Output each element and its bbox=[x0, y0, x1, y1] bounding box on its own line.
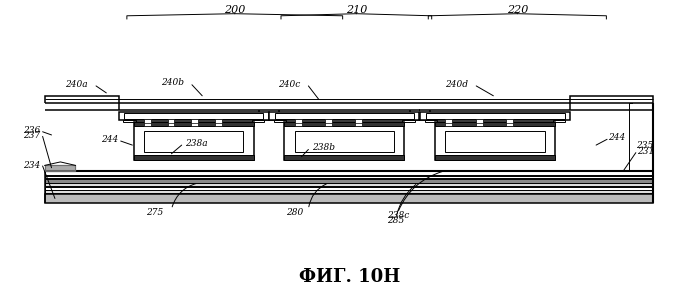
Polygon shape bbox=[45, 165, 75, 170]
Text: 238a: 238a bbox=[185, 139, 208, 148]
Bar bbox=[45, 179, 653, 183]
Text: 220: 220 bbox=[507, 5, 528, 15]
Bar bbox=[45, 190, 653, 193]
Bar bbox=[252, 120, 264, 122]
Bar bbox=[445, 131, 545, 152]
Bar bbox=[506, 122, 513, 126]
Text: 240a: 240a bbox=[65, 80, 88, 89]
Text: 244: 244 bbox=[608, 133, 626, 142]
Bar bbox=[420, 112, 570, 120]
Bar bbox=[45, 184, 653, 186]
Bar bbox=[435, 122, 555, 126]
Bar bbox=[355, 119, 362, 123]
Bar bbox=[435, 155, 555, 160]
Bar bbox=[144, 122, 151, 126]
Text: 200: 200 bbox=[224, 5, 245, 15]
Text: 238b: 238b bbox=[312, 143, 335, 152]
Bar bbox=[476, 119, 482, 123]
Text: 236: 236 bbox=[22, 126, 40, 135]
Text: 210: 210 bbox=[346, 5, 367, 15]
Bar bbox=[506, 119, 513, 123]
Text: 280: 280 bbox=[286, 208, 303, 217]
Bar bbox=[192, 122, 198, 126]
Bar bbox=[425, 120, 437, 122]
Bar bbox=[355, 122, 362, 126]
Bar bbox=[325, 119, 332, 123]
Bar bbox=[476, 122, 482, 126]
Bar bbox=[295, 119, 301, 123]
Text: 244: 244 bbox=[101, 135, 119, 144]
Bar bbox=[295, 131, 394, 152]
Text: ФИГ. 10Н: ФИГ. 10Н bbox=[299, 268, 400, 286]
Bar bbox=[275, 113, 414, 119]
Text: 285: 285 bbox=[387, 216, 405, 225]
Bar bbox=[144, 119, 151, 123]
Text: 237: 237 bbox=[22, 131, 40, 140]
Text: 234: 234 bbox=[22, 161, 40, 170]
Bar bbox=[45, 187, 653, 190]
Bar bbox=[215, 122, 222, 126]
Text: 240b: 240b bbox=[161, 78, 184, 87]
Text: 240c: 240c bbox=[278, 80, 300, 89]
Bar bbox=[284, 122, 404, 126]
Bar bbox=[134, 155, 254, 160]
Text: 238c: 238c bbox=[387, 211, 410, 220]
Bar bbox=[269, 112, 419, 120]
Bar bbox=[325, 122, 332, 126]
Bar bbox=[168, 119, 175, 123]
Bar bbox=[553, 120, 565, 122]
Bar bbox=[274, 120, 287, 122]
Text: 231: 231 bbox=[637, 147, 654, 156]
Bar bbox=[124, 113, 264, 119]
Bar bbox=[134, 122, 254, 126]
Bar bbox=[445, 122, 452, 126]
Bar bbox=[426, 113, 565, 119]
Text: 275: 275 bbox=[145, 208, 163, 217]
Bar bbox=[119, 112, 268, 120]
Bar bbox=[45, 176, 653, 178]
Text: 235: 235 bbox=[636, 141, 653, 149]
Bar bbox=[402, 120, 415, 122]
Bar bbox=[192, 119, 198, 123]
Bar bbox=[134, 122, 254, 160]
Bar bbox=[168, 122, 175, 126]
Bar bbox=[445, 119, 452, 123]
Text: 240d: 240d bbox=[445, 80, 468, 89]
Bar bbox=[144, 131, 243, 152]
Bar bbox=[295, 122, 301, 126]
Bar bbox=[45, 194, 653, 203]
Bar bbox=[215, 119, 222, 123]
Bar bbox=[124, 120, 136, 122]
Bar bbox=[284, 155, 404, 160]
Bar bbox=[435, 122, 555, 160]
Bar bbox=[284, 122, 404, 160]
Bar bbox=[45, 171, 653, 175]
